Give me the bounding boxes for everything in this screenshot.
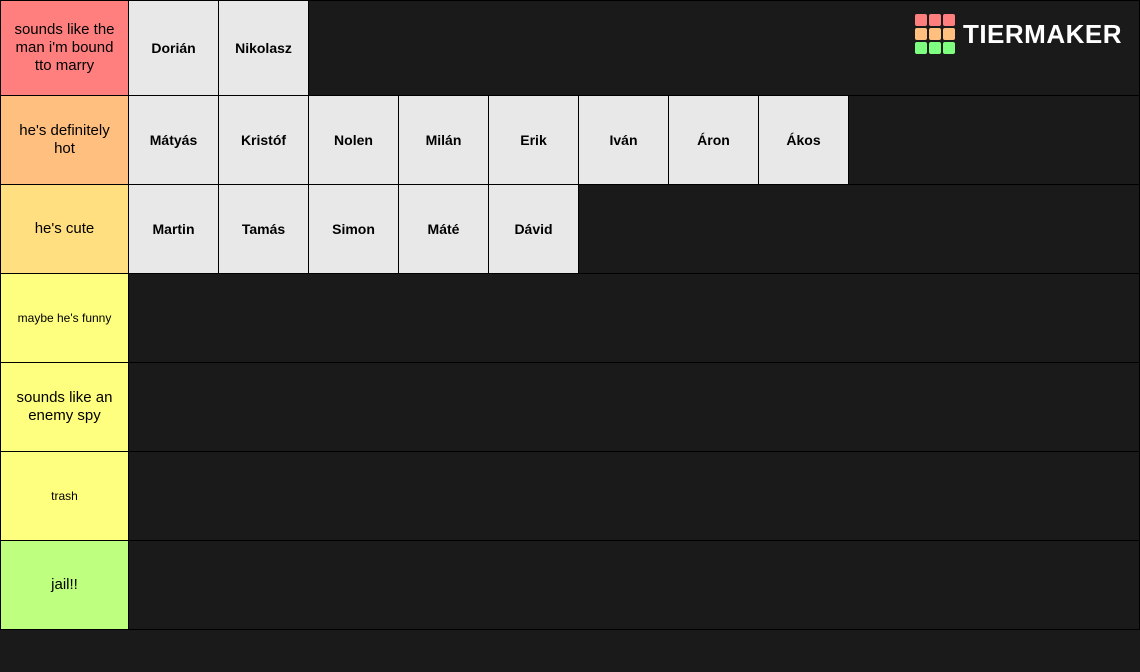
tier-row: sounds like an enemy spy <box>1 363 1139 452</box>
tier-row: jail!! <box>1 541 1139 629</box>
tier-item-tile[interactable]: Kristóf <box>219 96 309 184</box>
tier-label[interactable]: he's cute <box>1 185 129 273</box>
tier-label[interactable]: trash <box>1 452 129 540</box>
tier-label[interactable]: he's definitely hot <box>1 96 129 184</box>
tier-item-tile[interactable]: Áron <box>669 96 759 184</box>
tier-label[interactable]: maybe he's funny <box>1 274 129 362</box>
tier-row: he's cuteMartinTamásSimonMátéDávid <box>1 185 1139 274</box>
tier-item-tile[interactable]: Máté <box>399 185 489 273</box>
tier-item-tile[interactable]: Tamás <box>219 185 309 273</box>
tier-list: sounds like the man i'm bound tto marryD… <box>0 0 1140 630</box>
tier-item-tile[interactable]: Iván <box>579 96 669 184</box>
tier-item-tile[interactable]: Ákos <box>759 96 849 184</box>
tier-items-area[interactable] <box>129 541 1139 629</box>
tier-item-tile[interactable]: Nolen <box>309 96 399 184</box>
tier-items-area[interactable]: MátyásKristófNolenMilánErikIvánÁronÁkos <box>129 96 1139 184</box>
tier-item-tile[interactable]: Dorián <box>129 1 219 95</box>
tier-items-area[interactable] <box>129 274 1139 362</box>
tier-row: maybe he's funny <box>1 274 1139 363</box>
tier-label[interactable]: jail!! <box>1 541 129 629</box>
tier-items-area[interactable] <box>129 363 1139 451</box>
tier-item-tile[interactable]: Dávid <box>489 185 579 273</box>
tier-item-tile[interactable]: Nikolasz <box>219 1 309 95</box>
tier-item-tile[interactable]: Milán <box>399 96 489 184</box>
tier-item-tile[interactable]: Erik <box>489 96 579 184</box>
tier-row: trash <box>1 452 1139 541</box>
tier-items-area[interactable]: MartinTamásSimonMátéDávid <box>129 185 1139 273</box>
logo-text: TIERMAKER <box>963 19 1122 50</box>
tier-item-tile[interactable]: Simon <box>309 185 399 273</box>
tier-item-tile[interactable]: Martin <box>129 185 219 273</box>
logo-grid-icon <box>915 14 955 54</box>
tiermaker-logo: TIERMAKER <box>915 14 1122 54</box>
tier-label[interactable]: sounds like an enemy spy <box>1 363 129 451</box>
tier-item-tile[interactable]: Mátyás <box>129 96 219 184</box>
tier-label[interactable]: sounds like the man i'm bound tto marry <box>1 1 129 95</box>
tier-row: he's definitely hotMátyásKristófNolenMil… <box>1 96 1139 185</box>
tier-items-area[interactable] <box>129 452 1139 540</box>
